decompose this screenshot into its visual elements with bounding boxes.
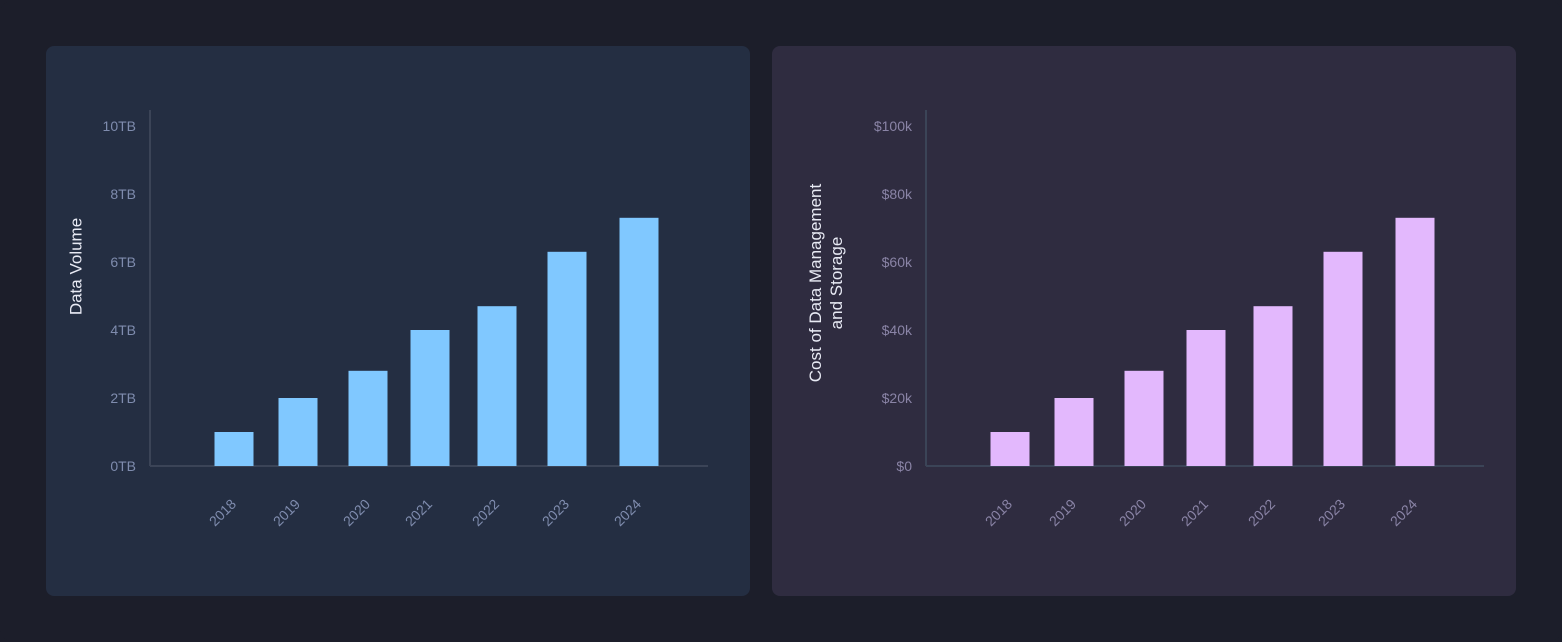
data-volume-y-tick-label: 8TB	[110, 186, 136, 202]
storage-cost-y-tick-label: $60k	[882, 254, 913, 270]
data-volume-y-tick-label: 4TB	[110, 322, 136, 338]
data-volume-y-tick-label: 6TB	[110, 254, 136, 270]
data-volume-chart-panel: 0TB 2TB 4TB 6TB 8TB 10TB 2018 2019 2020 2021 2022 2…	[46, 46, 750, 596]
storage-cost-bar-2022	[1253, 306, 1293, 466]
storage-cost-y-axis-label-line2: and Storage	[827, 236, 846, 330]
data-volume-y-tick-label: 0TB	[110, 458, 136, 474]
data-volume-bar-2021	[410, 330, 450, 466]
storage-cost-bar-2024	[1395, 217, 1435, 466]
data-volume-bar-2018	[214, 432, 254, 466]
storage-cost-bar-2019	[1054, 398, 1094, 466]
storage-cost-background	[772, 46, 1516, 596]
data-volume-bar-2024	[619, 217, 659, 466]
data-volume-y-tick-label: 10TB	[103, 118, 136, 134]
storage-cost-y-tick-label: $20k	[882, 390, 913, 406]
data-volume-bar-2019	[278, 398, 318, 466]
storage-cost-bar-2020	[1124, 370, 1164, 466]
storage-cost-y-tick-label: $0	[896, 458, 912, 474]
storage-cost-bar-2021	[1186, 330, 1226, 466]
storage-cost-y-tick-label: $100k	[874, 118, 913, 134]
data-volume-y-axis-label: Data Volume	[66, 217, 86, 316]
data-volume-y-axis-title: Data Volume	[66, 207, 87, 327]
storage-cost-y-axis-title: Cost of Data Management and Storage	[805, 163, 847, 403]
storage-cost-bar-2018	[990, 432, 1030, 466]
data-volume-bar-2020	[348, 370, 388, 466]
storage-cost-chart-panel: $0 $20k $40k $60k $80k $100k 2018 2019 2020 2021 2…	[772, 46, 1516, 596]
data-volume-y-tick-label: 2TB	[110, 390, 136, 406]
data-volume-bar-2023	[547, 251, 587, 466]
storage-cost-y-tick-label: $80k	[882, 186, 913, 202]
storage-cost-y-axis-label-line1: Cost of Data Management	[806, 183, 825, 383]
storage-cost-bar-2023	[1323, 251, 1363, 466]
data-volume-bar-2022	[477, 306, 517, 466]
storage-cost-y-tick-label: $40k	[882, 322, 913, 338]
